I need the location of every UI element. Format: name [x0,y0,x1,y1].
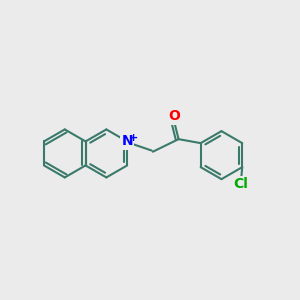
Text: +: + [129,133,139,143]
Text: O: O [168,109,180,123]
Text: Cl: Cl [234,177,248,191]
Text: N: N [121,134,133,148]
